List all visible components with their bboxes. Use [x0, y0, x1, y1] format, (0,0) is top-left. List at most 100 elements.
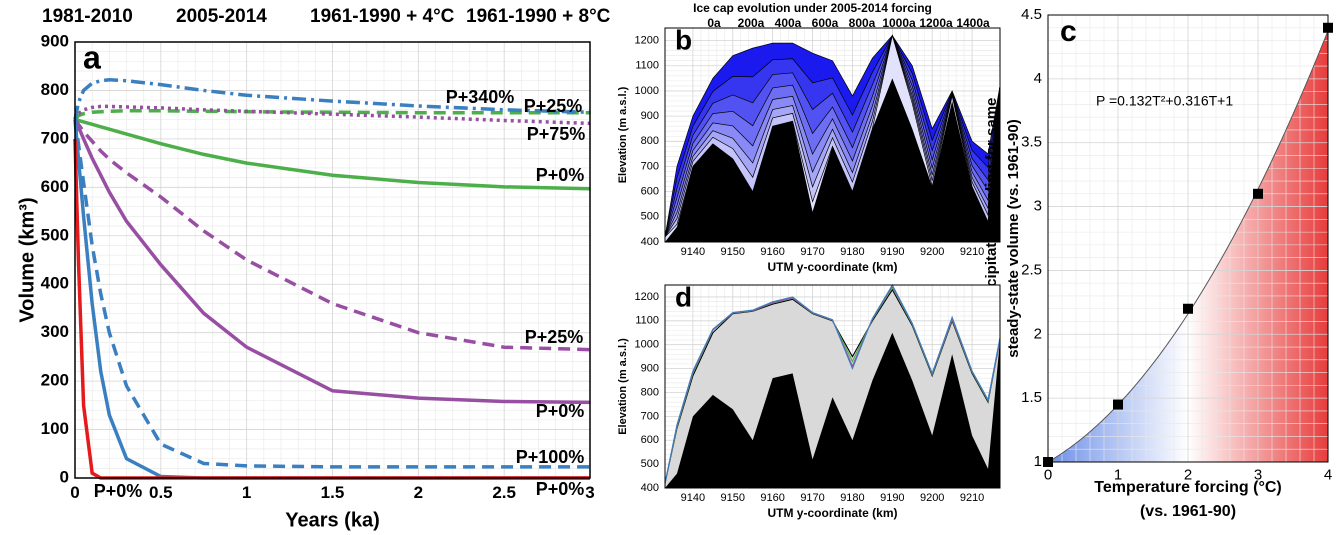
- x-axis-label: UTM y-coordinate (km): [767, 260, 897, 274]
- data-line: [73, 104, 591, 126]
- y-tick-label: 600: [41, 177, 69, 196]
- data-line: [73, 119, 590, 469]
- data-point: [1113, 399, 1123, 410]
- y-tick-label: 800: [641, 386, 659, 398]
- y-tick-label: 400: [41, 274, 69, 293]
- legend-entry: 1000a: [882, 16, 916, 30]
- legend-entry: 0a: [707, 16, 721, 30]
- legend-entry: 1961-1990 + 4°C: [310, 6, 455, 27]
- bedrock-area: [665, 332, 1000, 488]
- plot-frame: [74, 41, 591, 479]
- x-tick-label: 9140: [681, 246, 705, 258]
- y-tick-label: 700: [641, 160, 659, 172]
- legend-entry: 600a: [812, 16, 839, 30]
- y-tick-label: 400: [641, 236, 659, 248]
- x-tick-label: 0: [1044, 466, 1052, 483]
- x-tick-label: 9200: [920, 492, 944, 504]
- y-axis-label: Volume (km³): [16, 197, 38, 322]
- y-tick-label: 1000: [635, 85, 659, 97]
- x-tick-label: 2.5: [492, 483, 516, 502]
- series-label: P+0%: [94, 481, 143, 501]
- x-axis-label: Temperature forcing (°C): [1094, 479, 1281, 496]
- plot-frame: [1047, 14, 1329, 463]
- y-tick-label: 1: [1034, 453, 1042, 470]
- y-axis-label: Elevation (m a.s.l.): [617, 86, 629, 183]
- legend-entry: 1400a: [956, 16, 990, 30]
- y-tick-label: 1100: [635, 60, 659, 72]
- legend-entry: 200a: [738, 16, 765, 30]
- y-tick-label: 300: [41, 322, 69, 341]
- legend-entry: 400a: [775, 16, 802, 30]
- x-tick-label: 9180: [840, 492, 864, 504]
- y-tick-label: 2: [1034, 325, 1042, 342]
- x-axis-label: Years (ka): [285, 509, 380, 531]
- series-label: P+0%: [536, 401, 585, 421]
- x-tick-label: 1: [1114, 466, 1122, 483]
- legend-entry: 1961-1990 + 8°C: [466, 6, 611, 27]
- x-tick-label: 9170: [800, 246, 824, 258]
- data-line: [73, 78, 591, 120]
- x-tick-label: 9150: [721, 492, 745, 504]
- surface-line: [664, 283, 1001, 484]
- y-tick-label: 1000: [635, 339, 659, 351]
- legend-entry: 2005-2014: [176, 6, 267, 27]
- series-label: P+100%: [516, 447, 585, 467]
- legend-entry: 800a: [849, 16, 876, 30]
- y-tick-label: 3: [1034, 198, 1042, 215]
- y-axis-label: steady-state volume (vs. 1961-90): [1005, 119, 1022, 357]
- y-tick-label: 500: [641, 458, 659, 470]
- x-axis-label: (vs. 1961-90): [1140, 503, 1236, 520]
- legend-entry: 1981-2010: [42, 6, 133, 27]
- plot-frame: [664, 284, 1001, 489]
- y-tick-label: 500: [41, 225, 69, 244]
- y-tick-label: 2.5: [1021, 261, 1042, 278]
- y-axis-label: Elevation (m a.s.l.): [617, 338, 629, 435]
- x-tick-label: 0.5: [149, 483, 173, 502]
- y-tick-label: 200: [41, 371, 69, 390]
- y-tick-label: 1100: [635, 315, 659, 327]
- x-tick-label: 1: [242, 483, 251, 502]
- y-tick-label: 400: [641, 482, 659, 494]
- y-tick-label: 4.5: [1021, 6, 1042, 23]
- x-tick-label: 9210: [960, 246, 984, 258]
- y-tick-label: 0: [60, 467, 69, 486]
- y-tick-label: 4: [1034, 70, 1042, 87]
- panel-label: c: [1060, 15, 1077, 48]
- x-tick-label: 1.5: [321, 483, 345, 502]
- y-tick-label: 900: [641, 110, 659, 122]
- plot-frame: [664, 27, 1001, 243]
- y-tick-label: 800: [641, 135, 659, 147]
- x-tick-label: 9200: [920, 246, 944, 258]
- data-point: [1253, 188, 1263, 199]
- y-tick-label: 700: [41, 128, 69, 147]
- data-point: [1183, 303, 1193, 314]
- bedrock-area: [665, 78, 1000, 243]
- x-axis-label: UTM y-coordinate (km): [767, 506, 897, 520]
- data-line: [73, 109, 590, 121]
- x-tick-label: 9190: [880, 492, 904, 504]
- y-tick-label: 700: [641, 410, 659, 422]
- series-label: P+75%: [527, 124, 586, 144]
- data-line: [73, 118, 591, 405]
- data-line: [73, 118, 591, 352]
- x-tick-label: 9170: [800, 492, 824, 504]
- panel-label: a: [83, 39, 101, 75]
- fit-curve: [1047, 30, 1329, 463]
- x-tick-label: 3: [1254, 466, 1262, 483]
- legend-entry: 1200a: [919, 16, 953, 30]
- y-tick-label: 600: [641, 186, 659, 198]
- x-tick-label: 9210: [960, 492, 984, 504]
- x-tick-label: 9160: [760, 246, 784, 258]
- x-tick-label: 2: [414, 483, 423, 502]
- y-tick-label: 3.5: [1021, 134, 1042, 151]
- x-tick-label: 0: [70, 483, 79, 502]
- series-label: P+0%: [536, 165, 585, 185]
- panel-label: b: [675, 24, 692, 55]
- y-tick-label: 900: [641, 362, 659, 374]
- y-tick-label: 800: [41, 80, 69, 99]
- chart-title: Ice cap evolution under 2005-2014 forcin…: [693, 1, 932, 15]
- x-tick-label: 9160: [760, 492, 784, 504]
- data-line: [74, 117, 591, 191]
